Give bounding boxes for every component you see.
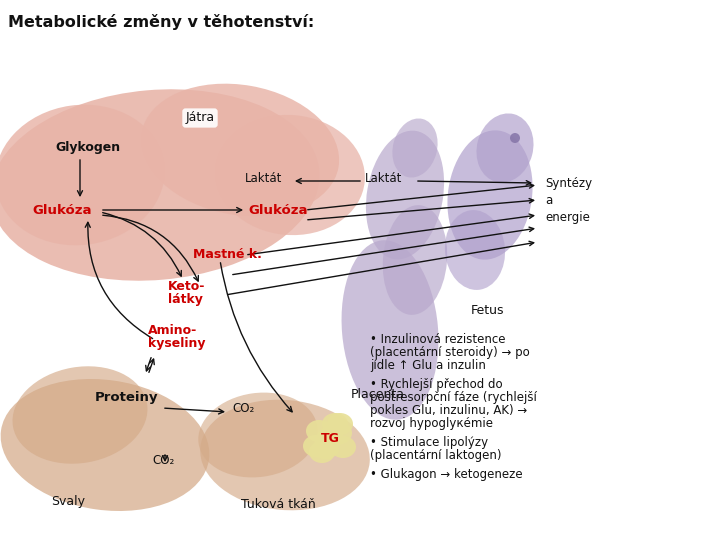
Ellipse shape	[309, 441, 335, 463]
Text: • Stimulace lipolýzy: • Stimulace lipolýzy	[370, 436, 488, 449]
Text: pokles Glu, inzulinu, AK) →: pokles Glu, inzulinu, AK) →	[370, 404, 527, 417]
Text: Játra: Játra	[186, 111, 215, 125]
Text: • Glukagon → ketogeneze: • Glukagon → ketogeneze	[370, 468, 523, 481]
Ellipse shape	[198, 393, 318, 477]
Text: Svaly: Svaly	[51, 496, 85, 509]
Text: Laktát: Laktát	[245, 172, 282, 185]
Text: Metabolické změny v těhotenství:: Metabolické změny v těhotenství:	[8, 14, 314, 30]
Text: Tuková tkáň: Tuková tkáň	[240, 498, 315, 511]
Ellipse shape	[330, 436, 356, 458]
Ellipse shape	[447, 130, 533, 260]
Ellipse shape	[12, 366, 148, 464]
Text: Fetus: Fetus	[470, 303, 504, 316]
Ellipse shape	[510, 133, 520, 143]
Text: Syntézy
a
energie: Syntézy a energie	[545, 177, 592, 224]
Text: Glykogen: Glykogen	[55, 141, 120, 154]
Text: rozvoj hypoglyкémie: rozvoj hypoglyкémie	[370, 417, 493, 430]
Ellipse shape	[215, 115, 365, 235]
Text: CO₂: CO₂	[232, 402, 254, 415]
Text: Keto-: Keto-	[168, 280, 205, 293]
Ellipse shape	[366, 131, 444, 259]
Ellipse shape	[327, 413, 353, 435]
Ellipse shape	[326, 422, 352, 444]
Text: jídle ↑ Glu a inzulin: jídle ↑ Glu a inzulin	[370, 359, 486, 372]
Text: Glukóza: Glukóza	[248, 204, 307, 217]
Ellipse shape	[306, 420, 332, 442]
Text: • Rychlejší přechod do: • Rychlejší přechod do	[370, 378, 503, 391]
Ellipse shape	[477, 113, 534, 183]
Text: (placentární laktogen): (placentární laktogen)	[370, 449, 502, 462]
Text: Amino-: Amino-	[148, 323, 197, 336]
Ellipse shape	[303, 435, 329, 457]
Text: CO₂: CO₂	[152, 454, 174, 467]
Text: (placentární steroidy) → po: (placentární steroidy) → po	[370, 346, 530, 359]
Ellipse shape	[317, 427, 343, 449]
Ellipse shape	[200, 400, 370, 510]
Ellipse shape	[445, 210, 505, 290]
Text: TG: TG	[320, 431, 339, 444]
Text: kyseliny: kyseliny	[148, 338, 205, 350]
Ellipse shape	[383, 205, 447, 315]
Ellipse shape	[392, 118, 438, 178]
Text: Proteiny: Proteiny	[95, 392, 158, 404]
Text: Laktát: Laktát	[365, 172, 402, 185]
Ellipse shape	[0, 105, 165, 245]
Text: Placenta: Placenta	[351, 388, 405, 402]
Text: postresorpční fáze (rychlejší: postresorpční fáze (rychlejší	[370, 391, 537, 404]
Text: Glukóza: Glukóza	[32, 204, 91, 217]
Ellipse shape	[141, 84, 339, 217]
Text: • Inzulinová rezistence: • Inzulinová rezistence	[370, 333, 505, 346]
Ellipse shape	[322, 413, 348, 435]
Ellipse shape	[0, 89, 320, 281]
Text: látky: látky	[168, 294, 203, 307]
Ellipse shape	[313, 437, 339, 459]
Text: Mastné k.: Mastné k.	[193, 248, 262, 261]
Ellipse shape	[341, 240, 438, 420]
Ellipse shape	[1, 379, 210, 511]
